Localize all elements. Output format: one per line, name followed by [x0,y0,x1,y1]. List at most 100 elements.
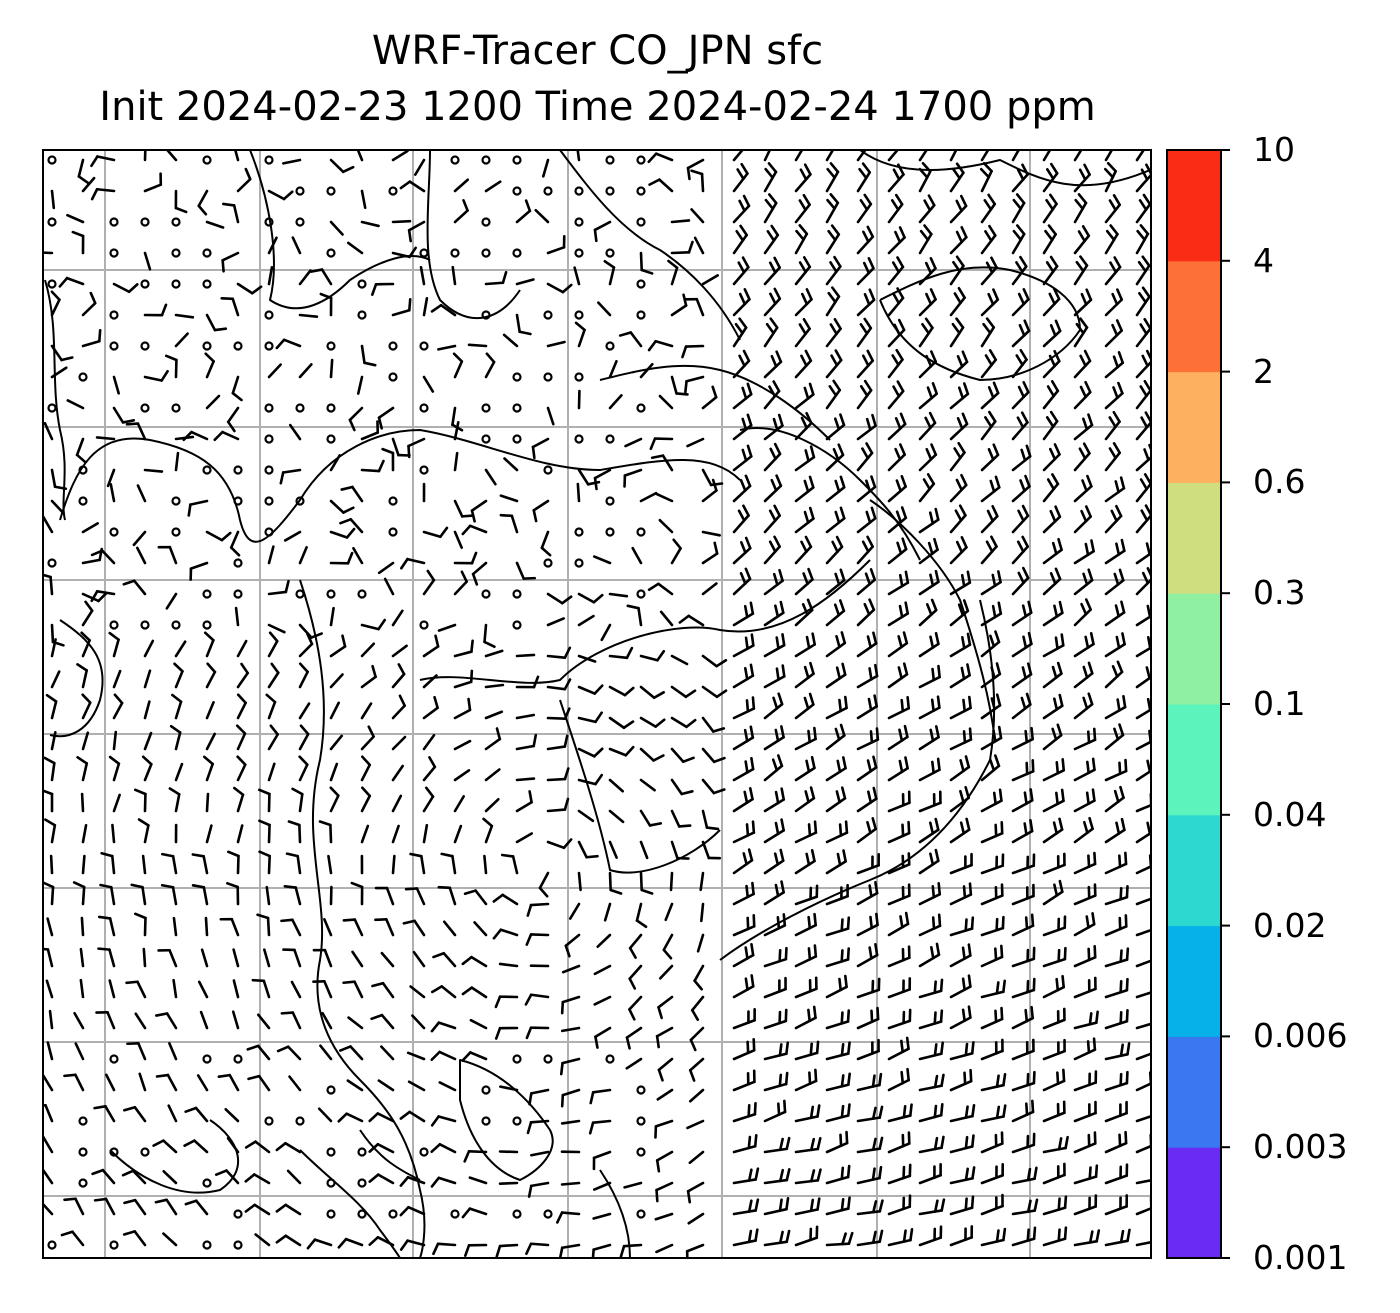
wind-barb [484,468,497,486]
wind-barb [887,977,912,999]
wind-barb [171,693,183,720]
colorbar [1166,149,1230,1259]
wind-barb [1042,1135,1069,1154]
wind-barb [577,592,604,604]
wind-barb [577,614,595,627]
wind-barb [502,333,519,348]
wind-barb [658,394,674,410]
wind-barb [1135,1016,1151,1030]
wind-barb [732,1133,758,1154]
wind-barb [437,885,457,906]
wind-barb [670,716,697,729]
wind-barb [763,224,780,255]
wind-barb [1104,723,1125,751]
wind-barb [918,288,937,317]
calm-wind-circle [109,248,119,258]
wind-barb [232,979,240,999]
wind-barb [794,661,815,689]
wind-barb [980,754,1001,782]
wind-barb [825,224,841,255]
wind-barb [283,530,302,542]
wind-barb [732,1167,760,1185]
wind-barb [1073,912,1096,937]
wind-barb [438,1081,457,1092]
wind-barb [205,701,215,720]
wind-barb [794,849,816,875]
wind-barb [515,561,537,580]
calm-wind-circle [357,310,367,320]
wind-barb [1104,1194,1129,1216]
wind-barb [1135,379,1151,410]
wind-barb [1011,1070,1036,1092]
wind-barb [856,755,878,782]
wind-barb [141,854,147,875]
wind-barb [232,786,245,813]
calm-wind-circle [140,620,150,630]
wind-barb [763,1041,790,1061]
wind-barb [383,577,395,596]
wind-barb [670,654,689,666]
wind-barb [856,853,880,875]
wind-barb [560,1026,581,1033]
wind-barb [360,786,372,813]
calm-wind-circle [47,279,57,289]
wind-barb [670,809,692,828]
calm-wind-circle [171,248,181,258]
calm-wind-circle [326,248,336,258]
wind-barb [91,1168,116,1185]
calm-wind-circle [202,1054,212,1064]
wind-barb [701,809,720,831]
wind-barb [887,443,907,472]
wind-barb [825,695,848,720]
wind-barb [244,1140,271,1154]
wind-barb [597,301,612,317]
wind-barb [763,633,786,658]
calm-wind-circle [140,1147,150,1157]
wind-barb [1011,1099,1035,1123]
wind-barb [980,788,1003,813]
wind-barb [918,882,942,906]
wind-barb [887,852,911,875]
wind-barb [980,410,997,441]
calm-wind-circle [574,558,584,568]
wind-barb [592,1212,612,1220]
calm-wind-circle [574,248,584,258]
wind-barb [143,172,163,193]
calm-wind-circle [574,217,584,227]
wind-barb [50,468,68,491]
wind-barb [794,445,816,472]
calm-wind-circle [543,1054,553,1064]
wind-barb [546,797,570,813]
wind-barb [1042,915,1067,937]
wind-barb [693,236,705,255]
wind-barb [97,947,116,968]
wind-barb [422,695,439,720]
wind-barb [949,441,966,472]
wind-barb [732,1007,756,1030]
wind-barb [81,731,90,751]
wind-barb [473,921,488,937]
wind-barb [1104,288,1124,317]
wind-barb [1011,883,1035,906]
wind-barb [825,916,851,937]
wind-barb [794,912,817,937]
wind-barb [1042,693,1064,720]
wind-barb [527,1181,550,1198]
calm-wind-circle [419,341,429,351]
wind-barb [980,1006,1004,1030]
wind-barb [494,1026,519,1040]
wind-barb [856,568,877,596]
wind-barb [825,1009,851,1030]
wind-barb [1104,785,1125,813]
wind-barb [980,883,1004,906]
wind-barb [321,1011,333,1030]
wind-barb [918,161,932,193]
wind-barb [422,823,429,844]
colorbar-segment [1167,1036,1221,1148]
wind-barb [43,1202,54,1216]
calm-wind-circle [450,1209,460,1219]
wind-barb [763,754,784,782]
wind-barb [99,883,116,906]
wind-barb [515,790,533,813]
wind-barb [1011,759,1035,782]
